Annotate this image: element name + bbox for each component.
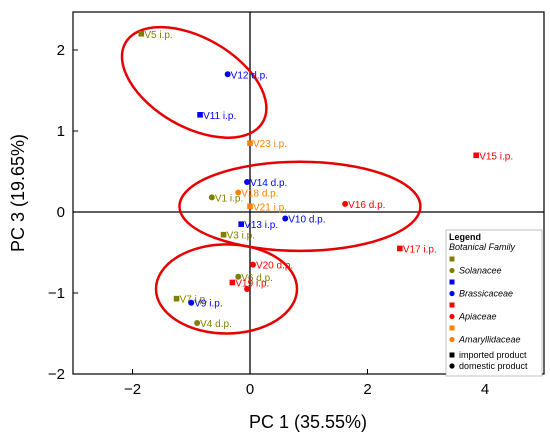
point-marker-square — [397, 245, 403, 252]
point-label: V17 i.p. — [403, 244, 437, 255]
legend-items: Solanacee Brassicaceae Apiaceae Amaryllidac… — [449, 256, 528, 371]
legend-family-label: Solanacee — [459, 266, 502, 276]
point-label: V18 d.p. — [241, 189, 278, 200]
point-label: V6 d.p. — [241, 273, 273, 284]
point-marker-circle — [282, 215, 289, 222]
point-label: V16 d.p. — [348, 200, 385, 211]
point-label: V19 i.p. — [235, 278, 269, 289]
point-label: V1 i.p. — [215, 193, 243, 204]
point-label: V15 i.p. — [479, 151, 513, 162]
legend-marker-circle — [449, 290, 455, 297]
x-tick-label: 2 — [363, 381, 371, 398]
legend-family-label: Apiaceae — [458, 312, 497, 322]
point-marker-square — [247, 140, 253, 146]
point-label: V7 i.p. — [180, 295, 208, 306]
cluster-ellipse — [178, 160, 422, 253]
point-marker-circle — [194, 319, 201, 326]
y-tick-label: −1 — [48, 285, 65, 302]
cluster-ellipse — [120, 25, 268, 139]
point-marker-square — [238, 221, 244, 227]
point-label: V9 i.p. — [194, 299, 222, 310]
legend-marker-square — [449, 325, 455, 331]
legend-marker-square — [449, 352, 455, 358]
point-marker-circle — [188, 299, 195, 306]
point-marker-circle — [235, 273, 242, 280]
legend-family-label: Amaryllidaceae — [458, 335, 521, 345]
point-marker-square — [220, 231, 227, 238]
point-marker-square — [473, 152, 479, 159]
point-label: V11 i.p. — [203, 111, 236, 122]
legend-marker-circle — [449, 267, 455, 274]
point-marker-square — [229, 279, 236, 286]
legend: Legend Botanical Family Solanacee Brassic… — [445, 229, 543, 377]
point-label: V10 d.p. — [288, 214, 325, 225]
legend-marker-square — [449, 256, 455, 262]
data-points: V5 i.p. V12 d.p. V11 i.p. V23 i.p. V15 i.p. V… — [138, 30, 513, 330]
point-label: V23 i.p. — [253, 139, 287, 150]
legend-marker-circle — [449, 363, 455, 369]
legend-origin-label: imported product — [459, 350, 527, 360]
x-tick-label: 4 — [481, 381, 489, 398]
axis-ticks: −2 0 2 4 −2 −1 0 1 2 — [48, 42, 489, 398]
y-tick-label: 2 — [57, 42, 65, 59]
y-tick-label: 0 — [57, 204, 65, 221]
point-marker-circle — [342, 200, 349, 207]
point-label: V21 i.p. — [253, 202, 287, 213]
y-axis-title: PC 3 (19.65%) — [8, 134, 28, 252]
legend-marker-square — [449, 279, 455, 285]
x-axis-title: PC 1 (35.55%) — [249, 412, 367, 432]
point-marker-circle — [235, 189, 242, 196]
legend-title: Legend — [449, 232, 481, 242]
cluster-ellipses — [120, 25, 422, 335]
point-label: V12 d.p. — [231, 70, 268, 81]
legend-subtitle: Botanical Family — [449, 242, 516, 252]
point-marker-square — [173, 295, 180, 302]
point-marker-circle — [224, 71, 231, 78]
point-label: V4 d.p. — [200, 319, 232, 330]
cluster-ellipse — [154, 243, 299, 335]
point-marker-square — [138, 31, 145, 37]
point-marker-square — [197, 112, 203, 118]
x-tick-label: −2 — [124, 381, 141, 398]
legend-origin-label: domestic product — [459, 361, 528, 371]
plot-frame — [72, 11, 545, 375]
x-tick-label: 0 — [246, 381, 254, 398]
point-marker-circle — [249, 261, 256, 268]
point-marker-square — [247, 203, 253, 210]
point-marker-circle — [208, 194, 215, 201]
legend-family-label: Brassicaceae — [459, 289, 513, 299]
legend-marker-square — [449, 302, 455, 308]
y-tick-label: 1 — [57, 123, 65, 140]
point-label: V5 i.p. — [144, 30, 172, 41]
legend-marker-circle — [449, 336, 455, 343]
point-marker-circle — [244, 285, 251, 292]
point-label: V14 d.p. — [250, 178, 287, 189]
point-marker-circle — [244, 179, 251, 186]
point-label: V13 i.p. — [244, 220, 278, 231]
point-label: V20 d.p. — [256, 261, 293, 272]
legend-box — [445, 229, 543, 377]
y-tick-label: −2 — [48, 366, 65, 383]
legend-marker-circle — [449, 313, 455, 320]
point-label: V3 i.p. — [227, 231, 255, 242]
